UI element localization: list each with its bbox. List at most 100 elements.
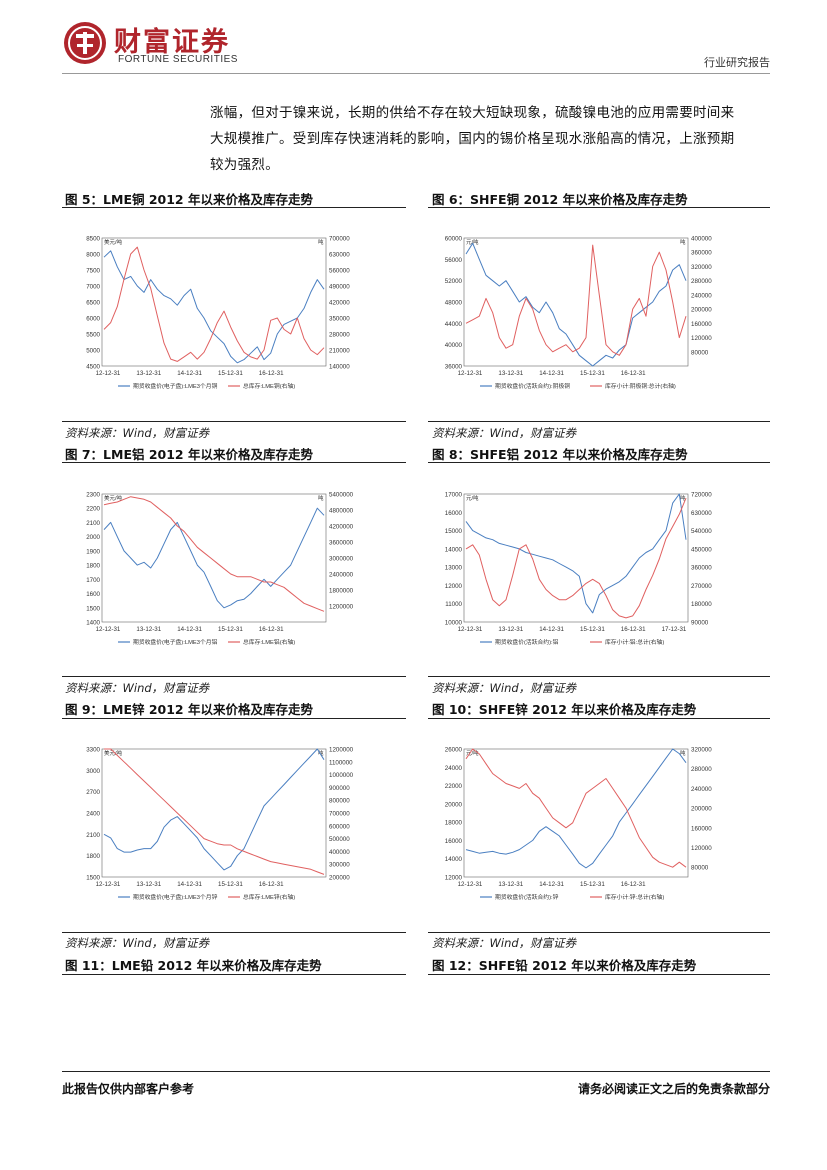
legend-label-inventory: 总库存:LME锌(右轴) bbox=[243, 893, 295, 901]
right-tick-label: 420000 bbox=[329, 300, 350, 307]
right-tick-label: 350000 bbox=[329, 316, 350, 323]
right-tick-label: 1200000 bbox=[329, 604, 354, 611]
x-tick-label: 12-12-31 bbox=[96, 881, 121, 888]
left-tick-label: 1500 bbox=[86, 605, 100, 612]
right-unit-label: 吨 bbox=[318, 494, 324, 502]
legend-label-inventory: 总库存:LME铜(右轴) bbox=[243, 382, 295, 390]
left-tick-label: 22000 bbox=[445, 783, 463, 790]
right-tick-label: 700000 bbox=[329, 236, 350, 243]
left-tick-label: 1900 bbox=[86, 548, 100, 555]
figure-rule bbox=[62, 421, 406, 422]
x-tick-label: 12-12-31 bbox=[96, 626, 121, 633]
lme-aluminium-chart: 1400 1500 1600 1700 1800 1900 2000 2100 2200 2300… bbox=[86, 492, 354, 647]
series-line-inventory bbox=[465, 497, 687, 619]
legend-label-price: 期货收盘价(活跃合约):阴极铜 bbox=[495, 382, 570, 390]
left-tick-label: 16000 bbox=[445, 838, 463, 845]
right-tick-label: 3000000 bbox=[329, 556, 354, 563]
left-unit-label: 元/吨 bbox=[466, 749, 479, 757]
shfe-zinc-chart: 12000 14000 16000 18000 20000 22000 24000 26000… bbox=[445, 747, 712, 902]
figure-rule bbox=[62, 462, 406, 463]
legend-label-price: 期货收盘价(电子盘):LME3个月铝 bbox=[133, 638, 218, 646]
plot-frame bbox=[463, 493, 689, 623]
left-tick-label: 36000 bbox=[445, 364, 463, 371]
series-line-price bbox=[103, 748, 325, 871]
legend-label-inventory: 总库存:LME铝(右轴) bbox=[243, 638, 295, 646]
lme-copper-chart: 4500 5000 5500 6000 6500 7000 7500 8000 8500 1400… bbox=[86, 236, 350, 391]
left-tick-label: 44000 bbox=[445, 321, 463, 328]
left-tick-label: 4500 bbox=[86, 364, 100, 371]
figure-8-source: 资料来源：Wind，财富证券 bbox=[432, 681, 577, 695]
page-header: 财富证券 FORTUNE SECURITIES 行业研究报告 bbox=[62, 18, 770, 74]
right-tick-label: 4200000 bbox=[329, 524, 354, 531]
right-tick-label: 2400000 bbox=[329, 572, 354, 579]
figure-10-title: 图 10：SHFE锌 2012 年以来价格及库存走势 bbox=[432, 702, 697, 717]
report-type: 行业研究报告 bbox=[704, 56, 770, 69]
left-tick-label: 60000 bbox=[445, 236, 463, 243]
x-tick-label: 17-12-31 bbox=[662, 626, 687, 633]
figure-rule bbox=[428, 676, 770, 677]
series-line-price bbox=[103, 507, 325, 609]
x-tick-label: 16-12-31 bbox=[621, 881, 646, 888]
right-tick-label: 140000 bbox=[329, 364, 350, 371]
left-tick-label: 56000 bbox=[445, 257, 463, 264]
right-tick-label: 200000 bbox=[691, 806, 712, 813]
shfe-aluminium-chart: 10000 11000 12000 13000 14000 15000 16000 17000… bbox=[445, 492, 712, 647]
left-tick-label: 40000 bbox=[445, 342, 463, 349]
figure-rule bbox=[428, 974, 770, 975]
right-tick-label: 200000 bbox=[329, 875, 350, 882]
right-tick-label: 3600000 bbox=[329, 540, 354, 547]
plot-frame bbox=[463, 237, 689, 367]
left-unit-label: 元/吨 bbox=[466, 494, 479, 502]
left-tick-label: 52000 bbox=[445, 278, 463, 285]
x-tick-label: 15-12-31 bbox=[580, 881, 605, 888]
right-tick-label: 80000 bbox=[691, 349, 709, 356]
left-tick-label: 1500 bbox=[86, 875, 100, 882]
right-tick-label: 80000 bbox=[691, 865, 709, 872]
right-tick-label: 160000 bbox=[691, 321, 712, 328]
x-tick-label: 15-12-31 bbox=[218, 370, 243, 377]
right-tick-label: 720000 bbox=[691, 492, 712, 499]
right-tick-label: 5400000 bbox=[329, 492, 354, 499]
figure-rule bbox=[428, 421, 770, 422]
figure-7-source: 资料来源：Wind，财富证券 bbox=[65, 681, 210, 695]
right-tick-label: 180000 bbox=[691, 601, 712, 608]
x-tick-label: 15-12-31 bbox=[218, 881, 243, 888]
plot-frame bbox=[101, 493, 327, 623]
right-tick-label: 600000 bbox=[329, 823, 350, 830]
left-unit-label: 美元/吨 bbox=[104, 749, 123, 757]
figure-6-source: 资料来源：Wind，财富证券 bbox=[432, 426, 577, 440]
left-tick-label: 12000 bbox=[445, 583, 463, 590]
left-tick-label: 12000 bbox=[445, 875, 463, 882]
figure-12-title: 图 12：SHFE铅 2012 年以来价格及库存走势 bbox=[432, 958, 697, 973]
right-tick-label: 450000 bbox=[691, 546, 712, 553]
left-tick-label: 18000 bbox=[445, 820, 463, 827]
right-tick-label: 280000 bbox=[691, 766, 712, 773]
left-tick-label: 26000 bbox=[445, 747, 463, 754]
x-tick-label: 13-12-31 bbox=[136, 370, 161, 377]
x-tick-label: 12-12-31 bbox=[458, 881, 483, 888]
figure-rule bbox=[62, 676, 406, 677]
left-tick-label: 13000 bbox=[445, 565, 463, 572]
legend-label-price: 期货收盘价(活跃合约):铝 bbox=[495, 638, 559, 646]
series-line-inventory bbox=[103, 496, 325, 612]
figure-rule bbox=[62, 718, 406, 719]
right-tick-label: 210000 bbox=[329, 348, 350, 355]
x-tick-label: 13-12-31 bbox=[498, 881, 523, 888]
figure-rule bbox=[428, 718, 770, 719]
legend-label-price: 期货收盘价(活跃合约):锌 bbox=[495, 893, 559, 901]
series-line-price bbox=[465, 493, 687, 614]
x-tick-label: 15-12-31 bbox=[218, 626, 243, 633]
series-line-price bbox=[103, 250, 325, 364]
header-divider bbox=[62, 73, 770, 74]
left-tick-label: 1700 bbox=[86, 577, 100, 584]
x-tick-label: 13-12-31 bbox=[498, 370, 523, 377]
right-tick-label: 280000 bbox=[691, 278, 712, 285]
right-unit-label: 吨 bbox=[680, 238, 686, 246]
legend-label-inventory: 库存小计:阴极铜:总计(右轴) bbox=[605, 382, 676, 390]
left-tick-label: 5000 bbox=[86, 348, 100, 355]
left-tick-label: 15000 bbox=[445, 528, 463, 535]
left-unit-label: 美元/吨 bbox=[104, 494, 123, 502]
body-paragraph: 涨幅，但对于镍来说，长期的供给不存在较大短缺现象，硫酸镍电池的应用需要时间来 大… bbox=[210, 100, 770, 178]
x-tick-label: 13-12-31 bbox=[136, 881, 161, 888]
footer-disclaimer-right: 请务必阅读正文之后的免责条款部分 bbox=[577, 1082, 770, 1096]
